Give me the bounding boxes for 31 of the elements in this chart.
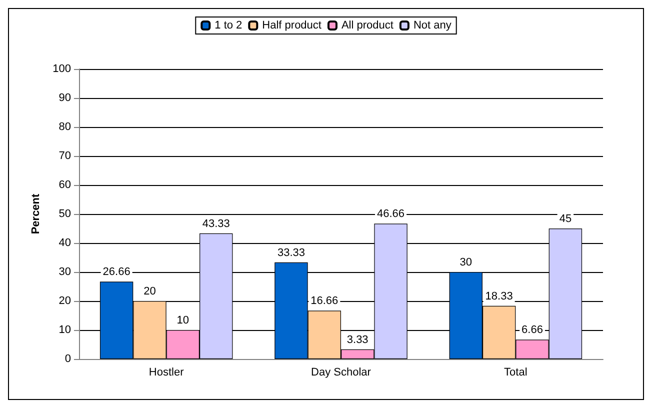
x-tick-label: Hostler [148,366,184,378]
y-tick-label: 70 [58,150,71,162]
data-label: 16.66 [310,295,338,308]
data-label: 30 [460,256,472,268]
data-label: 18.33 [485,290,513,302]
y-tick-label: 30 [58,266,71,278]
data-label: 46.66 [377,208,405,220]
data-label: 3.33 [346,334,368,346]
y-tick-label: 50 [58,208,71,220]
data-label: 26.66 [102,266,130,278]
legend-label: 1 to 2 [214,20,242,32]
data-label: 45 [559,213,572,225]
y-tick-label: 100 [52,63,71,75]
x-tick-label: Day Scholar [311,366,372,378]
data-label: 6.66 [522,324,543,336]
data-label: 10 [176,314,190,326]
legend-label: Half product [262,20,322,32]
y-tick-label: 60 [58,179,71,191]
y-tick-label: 40 [58,237,71,249]
legend-label: All product [341,20,394,32]
y-tick-label: 20 [58,295,71,307]
y-axis-title: Percent [30,193,42,234]
y-tick-label: 90 [58,92,71,104]
x-tick-label: Total [504,366,528,378]
y-tick-label: 10 [58,324,71,336]
data-label: 33.33 [277,246,305,259]
data-label: 20 [144,286,156,298]
y-tick-label: 0 [64,353,71,365]
legend-label: Not any [413,20,452,32]
data-label: 43.33 [202,218,230,230]
y-tick-label: 80 [58,121,71,133]
